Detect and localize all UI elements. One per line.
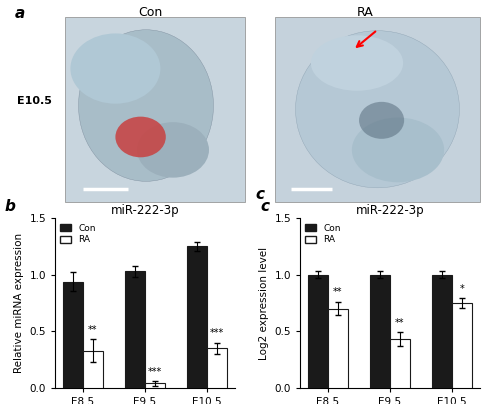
Text: E10.5: E10.5 — [18, 96, 52, 106]
Bar — [308, 275, 328, 388]
Bar — [207, 348, 227, 388]
Bar — [145, 383, 165, 388]
Title: miR-222-3p: miR-222-3p — [356, 204, 424, 217]
Ellipse shape — [296, 31, 460, 188]
Bar — [125, 271, 145, 388]
Bar — [83, 351, 103, 388]
Text: a: a — [15, 6, 25, 21]
Text: c: c — [256, 187, 265, 202]
Text: **: ** — [395, 318, 404, 328]
Ellipse shape — [352, 118, 444, 182]
Text: b: b — [5, 199, 16, 214]
Bar — [63, 282, 83, 388]
Ellipse shape — [116, 117, 166, 157]
Bar — [390, 339, 410, 388]
Y-axis label: Relative miRNA expression: Relative miRNA expression — [14, 233, 24, 373]
Text: RA: RA — [356, 6, 374, 19]
Ellipse shape — [78, 30, 214, 181]
Bar — [275, 17, 480, 202]
Text: *: * — [460, 284, 464, 294]
Bar — [452, 303, 472, 388]
Y-axis label: Log2 expression level: Log2 expression level — [259, 246, 269, 360]
Bar — [432, 275, 452, 388]
Bar — [187, 246, 207, 388]
Ellipse shape — [70, 34, 160, 104]
Bar — [370, 275, 390, 388]
Text: ***: *** — [148, 366, 162, 377]
Text: ***: *** — [210, 328, 224, 338]
Text: **: ** — [88, 325, 98, 335]
Text: c: c — [260, 199, 269, 214]
Ellipse shape — [137, 122, 209, 178]
Title: miR-222-3p: miR-222-3p — [110, 204, 180, 217]
Bar — [65, 17, 245, 202]
Legend: Con, RA: Con, RA — [302, 220, 344, 248]
Text: Con: Con — [138, 6, 162, 19]
Text: **: ** — [333, 287, 342, 297]
Ellipse shape — [359, 102, 404, 139]
Ellipse shape — [311, 35, 403, 91]
Bar — [328, 309, 348, 388]
Legend: Con, RA: Con, RA — [57, 220, 100, 248]
